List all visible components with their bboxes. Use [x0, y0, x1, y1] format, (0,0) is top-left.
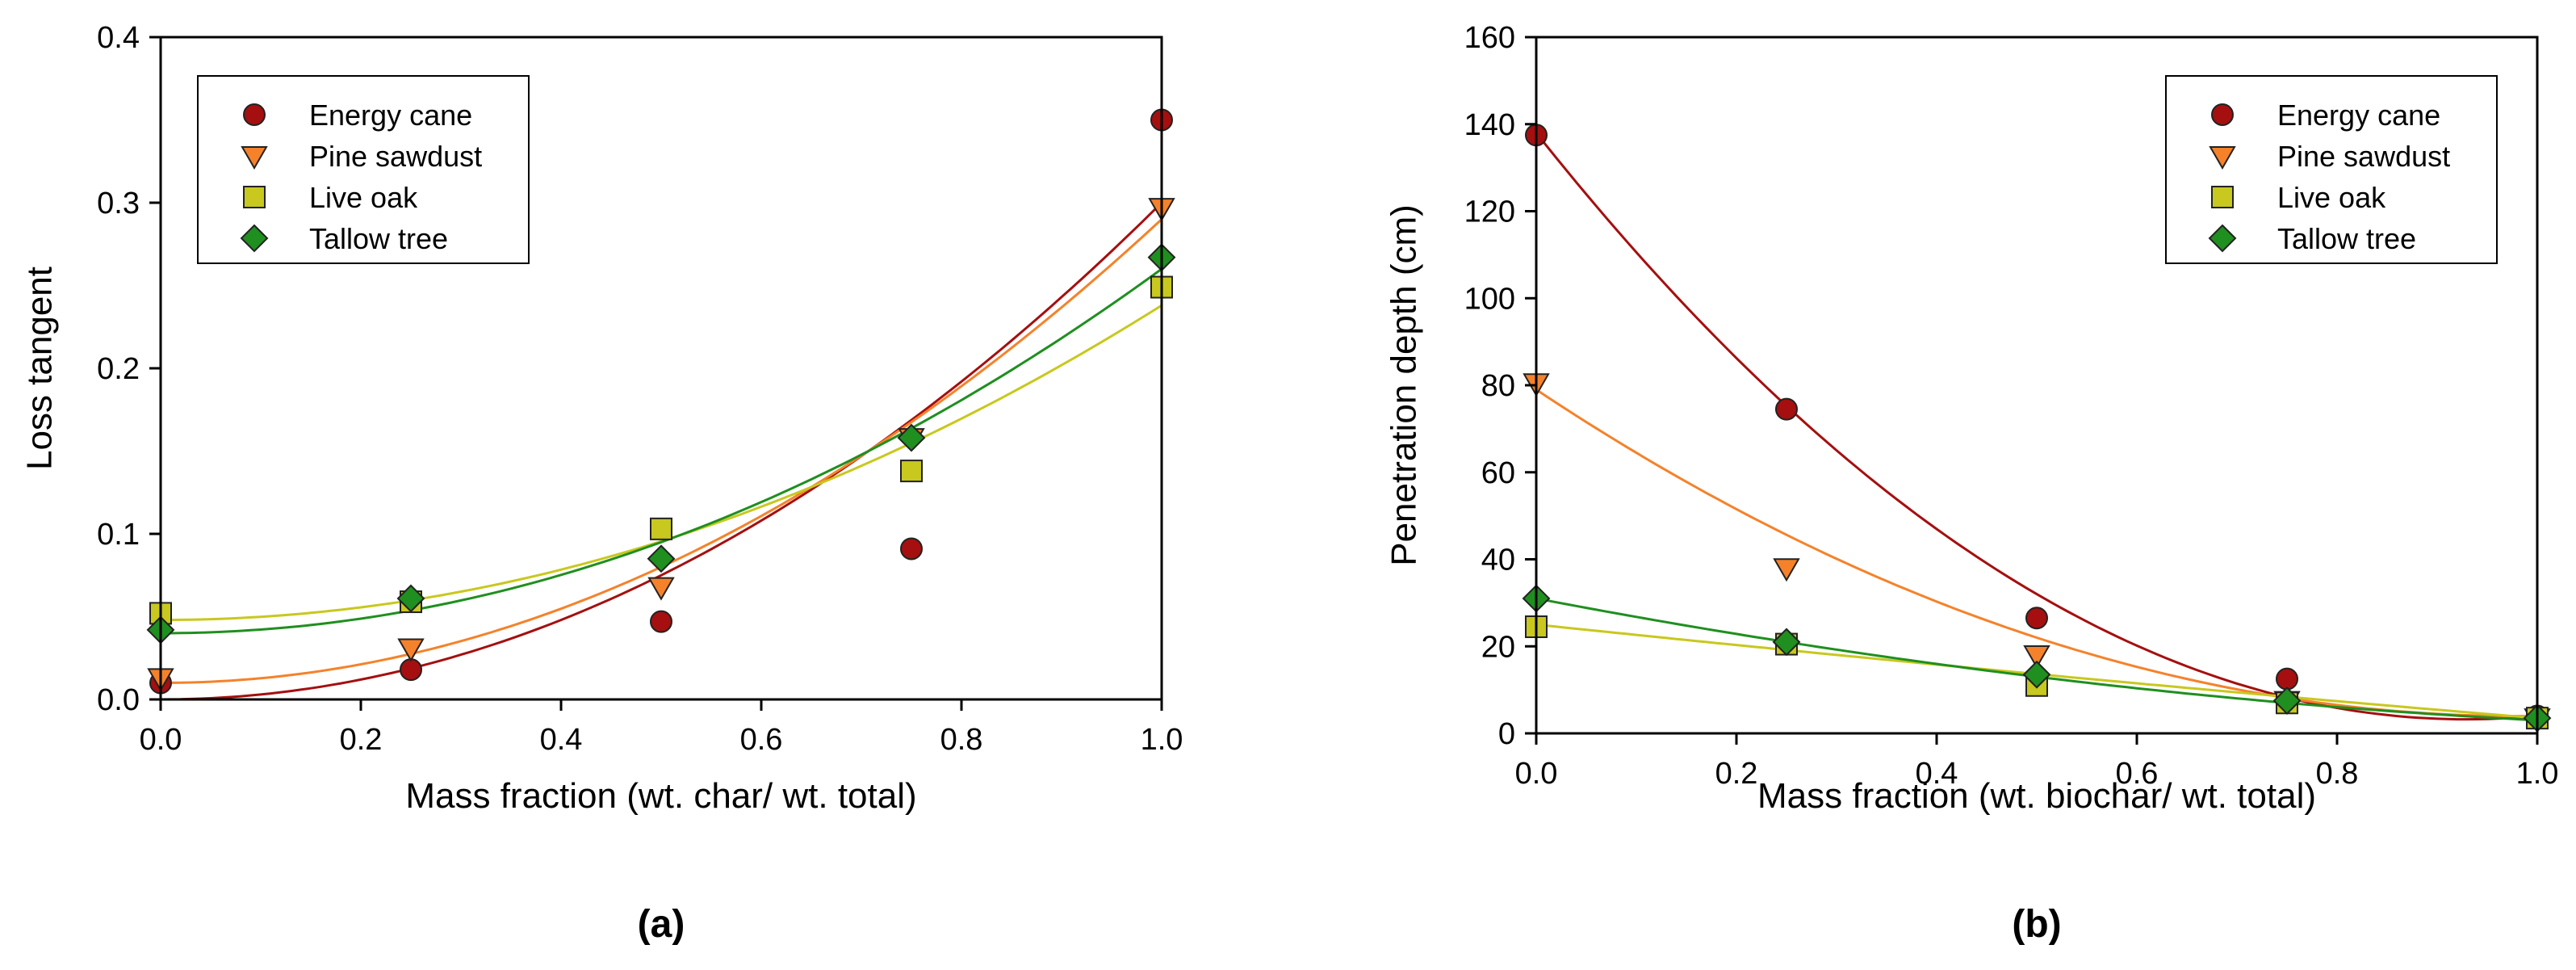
- x-tick-label: 0.4: [540, 723, 583, 757]
- axis-ticks: 0.0 0.2 0.4 0.6 0.8 1.0 0.0 0.1 0.2 0.3 0.4: [97, 21, 1183, 757]
- data-point-tallow-tree: [1772, 628, 1801, 657]
- data-point-energy-cane: [900, 537, 923, 561]
- fit-curves: [160, 201, 1163, 701]
- x-tick-label: 0.8: [940, 723, 983, 757]
- legend-label: Energy cane: [2277, 99, 2440, 132]
- legend-label: Pine sawdust: [2277, 140, 2450, 173]
- y-axis-label: Loss tangent: [19, 267, 59, 470]
- x-tick-label: 0.2: [1715, 757, 1758, 791]
- fit-curve-tallow-tree: [161, 267, 1162, 635]
- panel-label: (a): [638, 903, 685, 946]
- data-point-energy-cane: [400, 658, 422, 682]
- y-tick-label: 100: [1464, 282, 1515, 316]
- y-axis-label: Penetration depth (cm): [1384, 204, 1423, 566]
- legend: Energy cane Pine sawdust Live oak Tallow tr…: [197, 75, 530, 264]
- legend-marker-tallow-tree: [2208, 224, 2237, 253]
- y-tick-label: 20: [1481, 630, 1515, 664]
- data-point-live-oak: [900, 460, 923, 483]
- legend-marker-pine-sawdust: [2209, 146, 2236, 170]
- x-tick-label: 0.6: [740, 723, 783, 757]
- data-point-energy-cane: [1775, 397, 1798, 421]
- legend-label: Tallow tree: [2277, 222, 2416, 255]
- x-tick-label: 0.8: [2316, 757, 2359, 791]
- y-tick-label: 0: [1498, 717, 1515, 751]
- data-point-tallow-tree: [2022, 660, 2051, 689]
- y-tick-label: 0.2: [97, 352, 140, 386]
- legend-marker-energy-cane: [243, 103, 266, 126]
- legend: Energy cane Pine sawdust Live oak Tallow tr…: [2165, 75, 2498, 264]
- data-points: [146, 108, 1176, 695]
- legend-label: Live oak: [309, 181, 418, 214]
- legend-marker-pine-sawdust: [241, 146, 268, 170]
- x-tick-label: 1.0: [2516, 757, 2559, 791]
- y-tick-label: 40: [1481, 544, 1515, 577]
- x-tick-label: 0.4: [1916, 757, 1958, 791]
- panel-label: (b): [2012, 903, 2061, 946]
- y-tick-label: 0.4: [97, 21, 140, 55]
- data-point-energy-cane: [2276, 667, 2298, 691]
- x-tick-label: 0.6: [2116, 757, 2159, 791]
- legend-label: Energy cane: [309, 99, 472, 132]
- chart-panel-b: 0.0 0.2 0.4 0.6 0.8 1.0020406080100120140160 …: [1384, 21, 2558, 946]
- data-point-pine-sawdust: [1773, 558, 1800, 582]
- data-point-energy-cane: [650, 610, 672, 633]
- data-point-tallow-tree: [396, 584, 425, 613]
- legend-marker-tallow-tree: [240, 224, 269, 253]
- y-tick-label: 140: [1464, 108, 1515, 142]
- fit-curve-energy-cane: [160, 201, 1163, 701]
- x-axis-label: Mass fraction (wt. char/ wt. total): [405, 776, 916, 816]
- legend-marker-live-oak: [243, 186, 266, 208]
- legend-marker-energy-cane: [2211, 103, 2234, 126]
- x-tick-label: 1.0: [1141, 723, 1183, 757]
- data-point-tallow-tree: [647, 544, 676, 573]
- data-point-live-oak: [650, 517, 672, 540]
- x-tick-label: 0.0: [140, 723, 182, 757]
- data-point-energy-cane: [2025, 607, 2048, 630]
- y-tick-label: 120: [1464, 195, 1515, 229]
- x-tick-label: 0.0: [1515, 757, 1558, 791]
- x-tick-label: 0.2: [340, 723, 383, 757]
- y-tick-label: 0.3: [97, 187, 140, 220]
- x-axis-label: Mass fraction (wt. biochar/ wt. total): [1757, 776, 2316, 816]
- data-point-tallow-tree: [897, 423, 926, 452]
- y-tick-label: 80: [1481, 369, 1515, 403]
- data-point-tallow-tree: [2272, 687, 2302, 716]
- y-tick-label: 0.1: [97, 518, 140, 552]
- legend-label: Live oak: [2277, 181, 2386, 214]
- y-tick-label: 60: [1481, 456, 1515, 490]
- data-point-pine-sawdust: [397, 638, 425, 662]
- legend-label: Tallow tree: [309, 222, 448, 255]
- y-tick-label: 160: [1464, 21, 1515, 55]
- y-tick-label: 0.0: [97, 683, 140, 717]
- data-point-pine-sawdust: [2023, 645, 2050, 670]
- legend-label: Pine sawdust: [309, 140, 482, 173]
- fit-curve-energy-cane: [1535, 132, 2538, 721]
- axis-ticks: 0.0 0.2 0.4 0.6 0.8 1.0 0 20 40 60 80 100 120 140 160: [1464, 21, 2559, 791]
- data-point-pine-sawdust: [647, 577, 675, 601]
- fit-curve-live-oak: [161, 304, 1162, 622]
- legend-marker-live-oak: [2211, 186, 2234, 208]
- chart-panel-a: 0.0 0.2 0.4 0.6 0.8 1.0 0.0 0.1 0.2 0.3 0.4 Energy…: [19, 21, 1183, 946]
